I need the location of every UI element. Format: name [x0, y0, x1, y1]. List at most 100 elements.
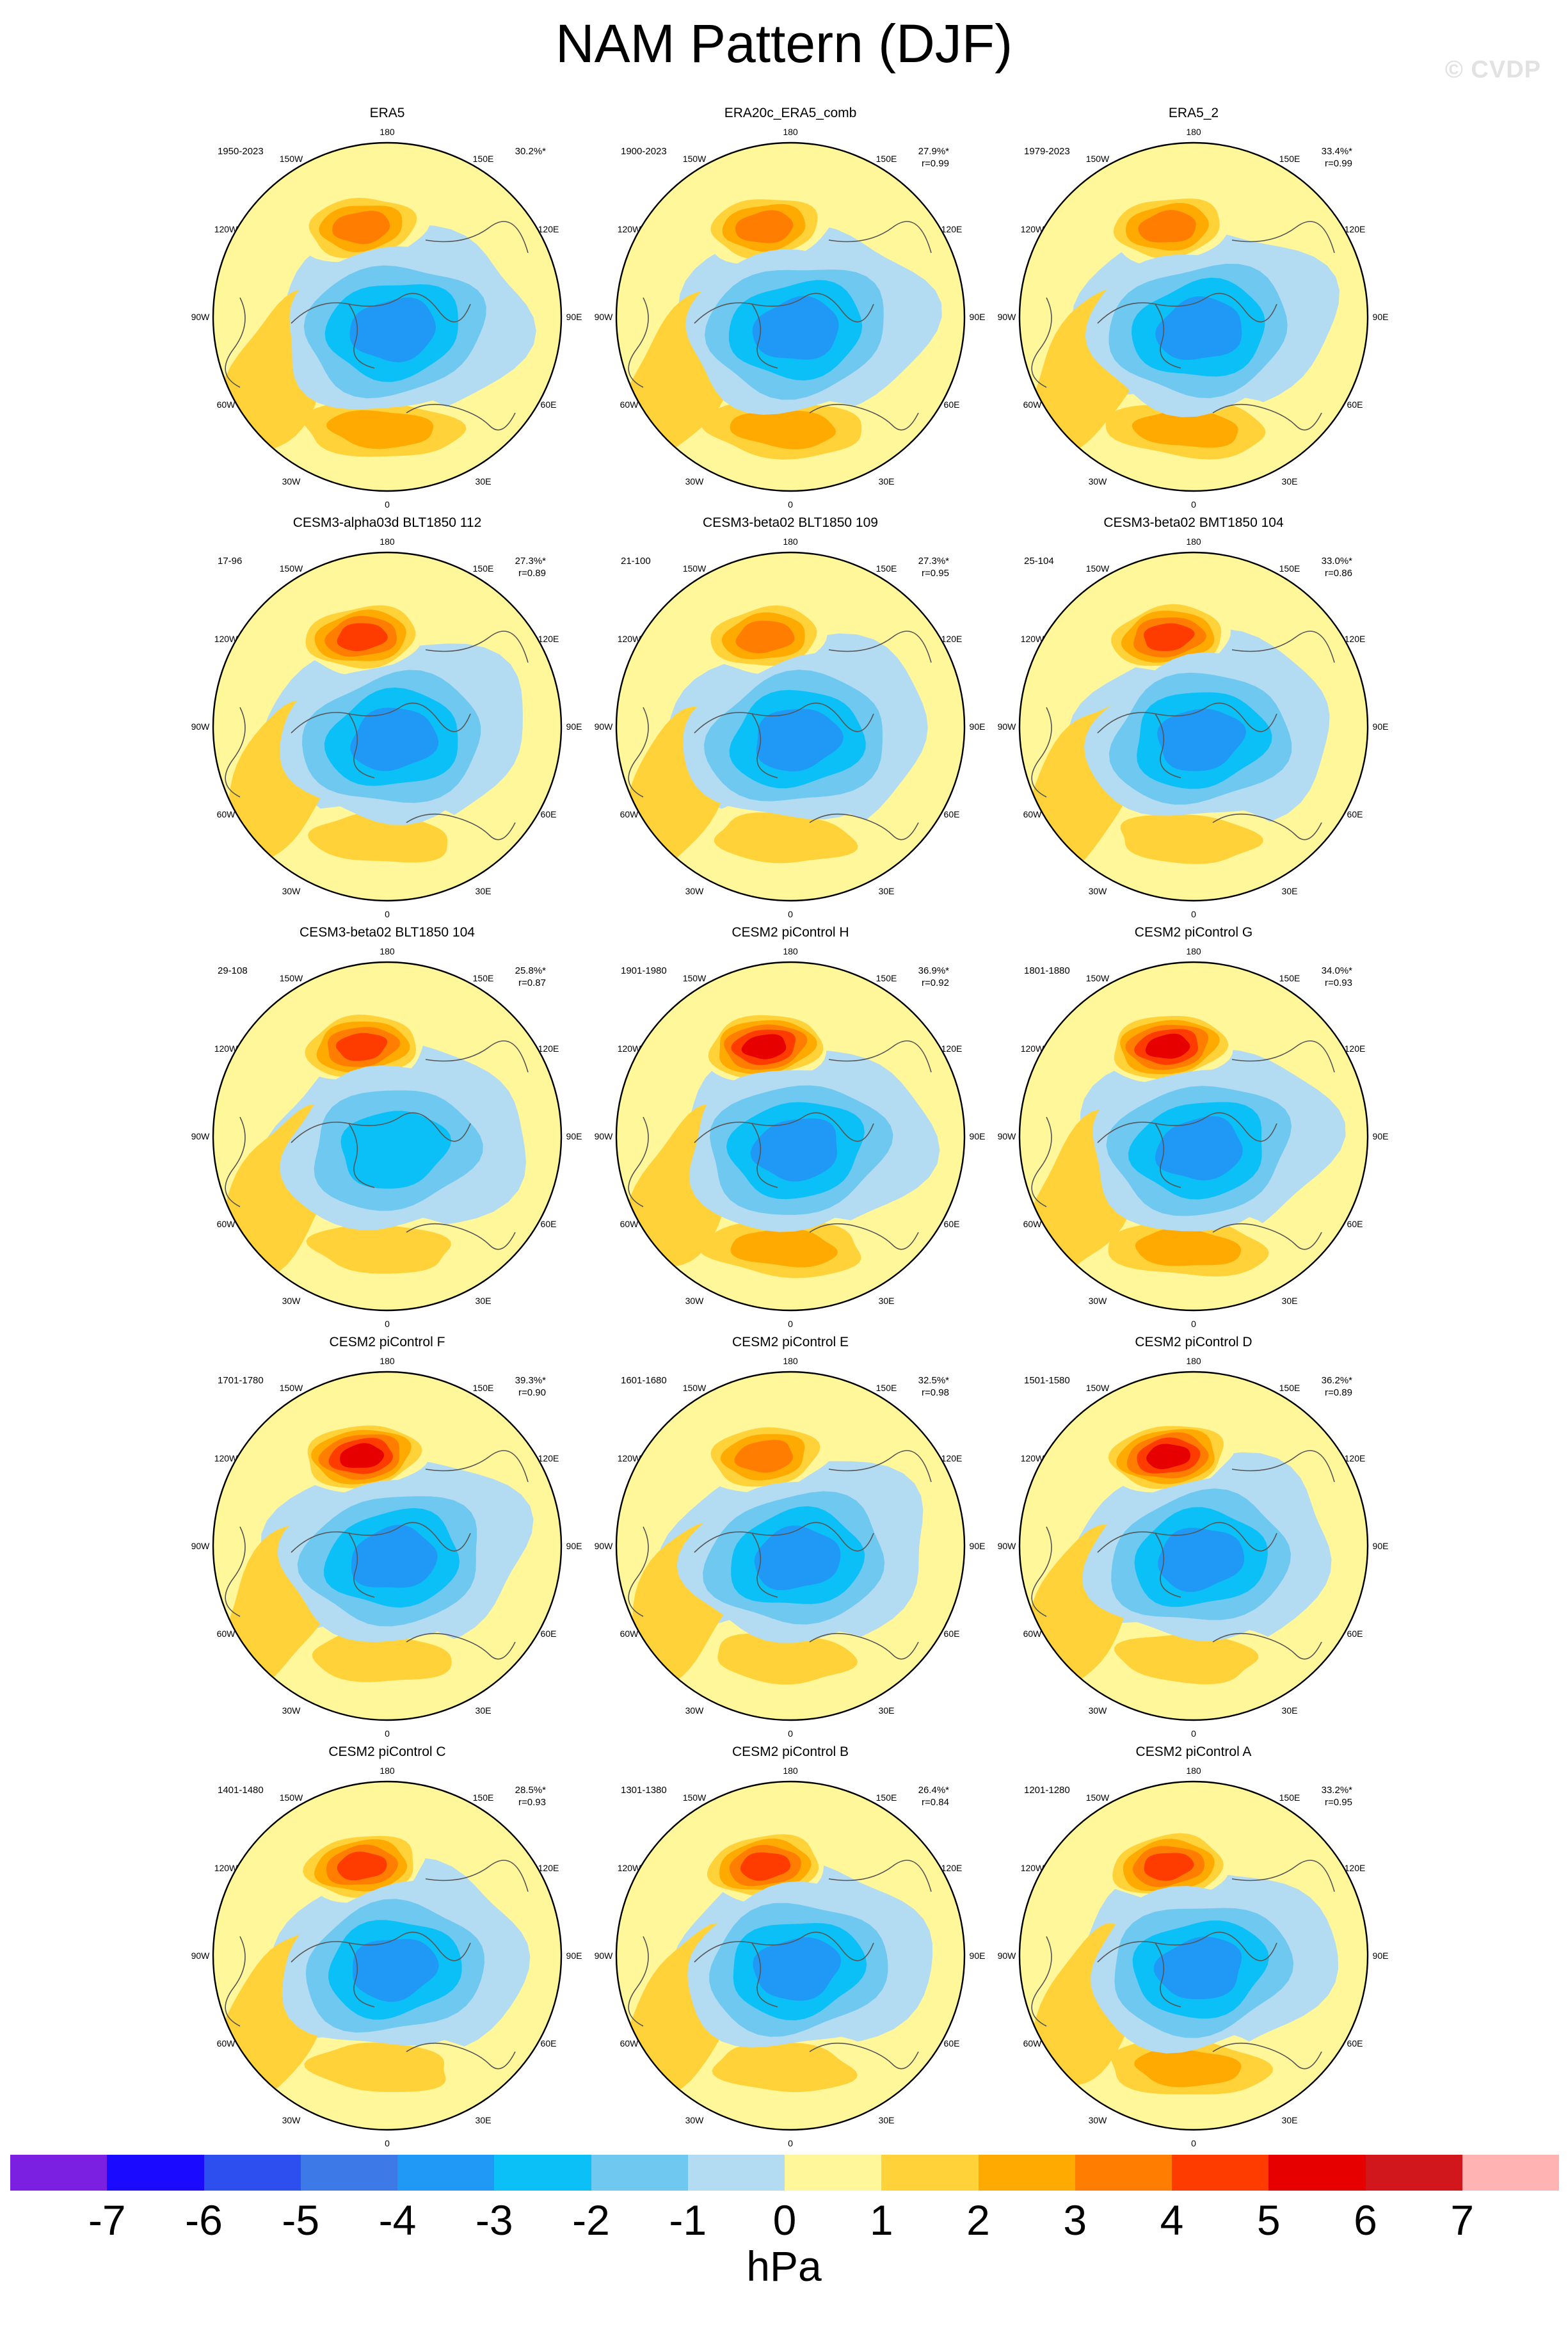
lon-label: 180 [380, 946, 395, 956]
positive-anomaly-contour [1145, 1033, 1190, 1059]
panel-title: CESM2 piControl H [732, 925, 849, 940]
lon-label: 150E [1279, 1383, 1300, 1393]
negative-anomaly-contour [753, 1937, 842, 2001]
map-field [616, 1782, 964, 2130]
lon-label: 30E [1282, 1705, 1298, 1716]
coastline [751, 1123, 778, 1188]
cvdp-watermark: © CVDP [1444, 56, 1541, 83]
panel-title: ERA20c_ERA5_comb [724, 106, 857, 120]
negative-anomaly-contour [1157, 709, 1247, 771]
coastline [828, 1450, 932, 1483]
coastline [1097, 702, 1277, 734]
coastline [751, 303, 778, 369]
coastlines [225, 1860, 529, 2070]
map-field [213, 962, 561, 1310]
map-boundary [212, 1780, 563, 2131]
positive-anomaly-contour [1138, 210, 1196, 243]
colorbar-box [881, 2155, 979, 2191]
lon-label: 30E [476, 886, 492, 896]
lon-label: 90E [1373, 1131, 1389, 1141]
lon-label: 90E [566, 1951, 582, 1961]
coastline [406, 2042, 516, 2070]
lon-label: 30W [282, 476, 301, 487]
lon-label: 0 [385, 909, 390, 919]
map-panel: ERA5_2 1979-2023 33.4%*r=0.99 180 0 150W 150E 1… [998, 106, 1389, 510]
map-field [616, 962, 964, 1310]
coastline [1097, 293, 1277, 324]
coastline [1231, 1040, 1335, 1073]
panel-variance: 36.2%* [1322, 1375, 1353, 1386]
lon-label: 120E [1345, 1043, 1366, 1054]
negative-anomaly-contour [756, 709, 844, 771]
lon-label: 60W [1023, 1629, 1043, 1639]
lon-label: 180 [783, 1356, 798, 1366]
panel-correlation: r=0.84 [922, 1797, 949, 1808]
lon-label: 60E [1347, 1219, 1363, 1229]
colorbar-tick-label: -4 [378, 2196, 417, 2244]
coastline [809, 403, 919, 431]
colorbar-box [1172, 2155, 1269, 2191]
map-panel: CESM2 piControl F 1701-1780 39.3%*r=0.90 18… [191, 1335, 582, 1739]
coastline [1155, 1533, 1181, 1598]
coastline [425, 1040, 529, 1073]
lon-label: 90E [970, 1131, 986, 1141]
coastline [828, 221, 932, 254]
coastline [694, 1931, 874, 1963]
coastlines [628, 1040, 932, 1250]
coastline [225, 707, 246, 798]
panel-title: CESM2 piControl B [732, 1744, 849, 1759]
lon-label: 120W [1021, 1043, 1044, 1054]
positive-anomaly-contour [730, 410, 836, 449]
colorbar-tick-label: 0 [772, 2196, 797, 2244]
lon-label: 30E [879, 476, 895, 487]
colorbar-box [687, 2155, 785, 2191]
lon-label: 180 [783, 127, 798, 137]
lon-label: 30E [1282, 476, 1298, 487]
coastline [225, 1116, 246, 1207]
positive-anomaly-contour [730, 1228, 838, 1268]
panel-variance: 33.2%* [1322, 1785, 1353, 1796]
coastline [694, 1522, 874, 1553]
coastlines [225, 221, 529, 431]
lon-label: 60E [1347, 809, 1363, 819]
positive-anomaly-contour [741, 1034, 787, 1059]
lon-label: 180 [1186, 536, 1201, 547]
coastlines [1031, 1450, 1335, 1660]
negative-anomaly-contour [349, 297, 436, 362]
negative-anomaly-contour [1153, 1936, 1242, 1999]
coastline [348, 1123, 375, 1188]
coastline [1212, 813, 1322, 841]
lon-label: 180 [1186, 1766, 1201, 1776]
panel-variance: 25.8%* [515, 965, 547, 976]
lon-label: 180 [1186, 127, 1201, 137]
coastlines [628, 221, 932, 431]
coastlines [1031, 1040, 1335, 1250]
lon-label: 150W [1086, 563, 1110, 574]
lon-label: 0 [385, 2138, 390, 2148]
lon-label: 180 [380, 1766, 395, 1776]
coastline [1031, 1116, 1052, 1207]
lon-label: 120E [941, 1453, 963, 1463]
lon-label: 120W [618, 1453, 641, 1463]
panel-period: 1801-1880 [1024, 965, 1070, 976]
lon-label: 60E [1347, 399, 1363, 410]
lon-label: 120E [941, 634, 963, 644]
map-panel: CESM3-beta02 BLT1850 109 21-100 27.3%*r=0.… [595, 515, 986, 919]
lon-label: 60W [217, 809, 236, 819]
coastline [1097, 1112, 1277, 1143]
panel-variance: 28.5%* [515, 1785, 547, 1796]
lon-label: 30E [879, 886, 895, 896]
lon-label: 60E [944, 2038, 960, 2048]
lon-label: 0 [1191, 1319, 1196, 1329]
lon-label: 30E [879, 1705, 895, 1716]
lon-label: 0 [788, 499, 793, 510]
map-boundary [615, 1371, 966, 1721]
lon-label: 180 [783, 1766, 798, 1776]
colorbar-tick-label: -6 [185, 2196, 223, 2244]
colorbar-tick-label: -5 [282, 2196, 320, 2244]
map-panel: CESM3-alpha03d BLT1850 112 17-96 27.3%*r=0… [191, 515, 582, 919]
positive-anomaly-contour [1132, 408, 1238, 448]
panel-period: 1201-1280 [1024, 1785, 1070, 1796]
coastline [694, 293, 874, 324]
map-panel: CESM2 piControl B 1301-1380 26.4%*r=0.84 18… [595, 1744, 986, 2148]
